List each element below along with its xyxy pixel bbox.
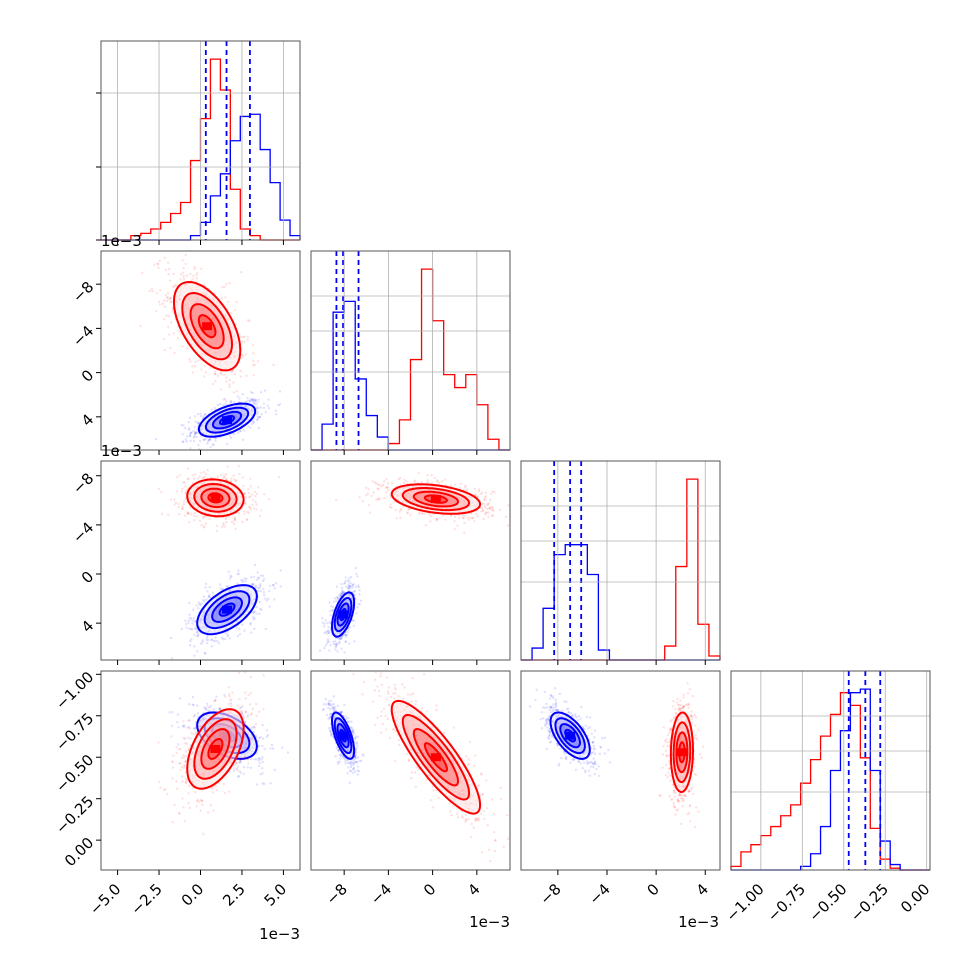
scatter-panel-3-1 <box>321 671 510 863</box>
x-tick-label: 0 <box>643 880 662 899</box>
blue-density-peak <box>565 731 576 740</box>
y-tick-label: −1.00 <box>52 668 97 713</box>
red-density-peak <box>430 495 441 504</box>
blue-density-peak <box>222 605 233 614</box>
blue-density-peak <box>338 731 349 740</box>
y-tick-label: −0.50 <box>52 751 97 796</box>
y-tick-label: −4 <box>69 322 97 350</box>
red-density-peak <box>210 744 221 753</box>
x-tick-label: 4 <box>464 880 483 899</box>
scatter-frame-3-1 <box>310 670 511 871</box>
y-axis-ticks-3: 0.00−0.25−0.50−0.75−1.00 <box>52 668 101 870</box>
y-axis-ticks-1: 4 0 −4 −8 <box>69 278 101 430</box>
x-tick-label: 0.00 <box>897 880 933 916</box>
x-tick-label: 4 <box>693 880 712 899</box>
x-tick-label: 5.0 <box>261 880 291 910</box>
scatter-panel-3-0 <box>157 671 290 835</box>
blue-density-peak <box>222 416 233 425</box>
x-tick-label: 2.5 <box>219 880 249 910</box>
x-tick-label: 0.0 <box>178 880 208 910</box>
x-tick-label: −2.5 <box>127 880 165 918</box>
x-tick-label: −4 <box>585 880 613 908</box>
blue-density-peak <box>338 610 349 619</box>
histogram-panel-2 <box>521 461 721 661</box>
red-density-peak <box>210 493 221 502</box>
histogram-panel-1 <box>311 251 510 451</box>
y-axis-ticks-2: 4 0 −4 −8 <box>69 469 101 636</box>
blue-histogram-line <box>521 544 720 661</box>
y-tick-label: −8 <box>69 469 97 497</box>
x-tick-label: 0 <box>420 880 439 899</box>
y-tick-label: −0.25 <box>52 792 97 837</box>
offset-text: 1e−3 <box>678 913 719 931</box>
scatter-frame-2-1 <box>310 460 511 661</box>
scatter-panel-3-2 <box>528 682 705 829</box>
scatter-panel-1-0 <box>139 253 282 450</box>
scatter-panel-2-1 <box>318 472 510 660</box>
y-tick-label: 4 <box>78 410 97 429</box>
y-tick-label: 0 <box>78 366 97 385</box>
red-density-peak <box>430 753 441 762</box>
x-tick-label: −0.25 <box>847 880 892 925</box>
red-density-peak <box>676 748 687 757</box>
y-tick-label: 0.00 <box>61 834 97 870</box>
x-tick-label: −1.00 <box>722 880 767 925</box>
y-tick-label: 0 <box>78 568 97 587</box>
x-tick-label: −0.75 <box>764 880 809 925</box>
x-tick-label: −0.50 <box>805 880 850 925</box>
y-tick-label: −4 <box>69 519 97 547</box>
scatter-frame-3-2 <box>520 670 721 871</box>
y-tick-label: −8 <box>69 278 97 306</box>
histogram-frame-2 <box>520 460 721 661</box>
y-tick-label: 4 <box>78 617 97 636</box>
scatter-panel-2-0 <box>157 464 282 660</box>
offset-text: 1e−3 <box>469 913 510 931</box>
x-tick-label: −8 <box>323 880 351 908</box>
histogram-frame-3 <box>730 670 931 871</box>
offset-text: 1e−3 <box>259 925 300 943</box>
x-tick-label: −4 <box>367 880 395 908</box>
x-tick-label: −5.0 <box>86 880 124 918</box>
y-tick-label: −0.75 <box>52 709 97 754</box>
red-density-peak <box>202 322 213 331</box>
offset-text: 1e−3 <box>101 232 142 250</box>
offset-text: 1e−3 <box>101 442 142 460</box>
histogram-frame-1 <box>310 250 511 451</box>
x-tick-label: −8 <box>536 880 564 908</box>
